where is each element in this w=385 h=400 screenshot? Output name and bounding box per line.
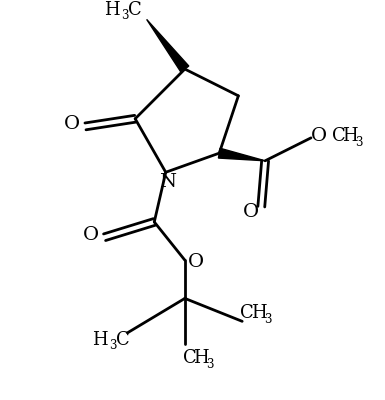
Text: O: O (243, 203, 259, 221)
Text: O: O (83, 226, 99, 244)
Text: O: O (311, 127, 328, 145)
Text: 3: 3 (109, 339, 116, 352)
Text: C: C (331, 127, 345, 145)
Text: O: O (64, 116, 80, 134)
Text: 3: 3 (264, 313, 271, 326)
Text: C: C (240, 304, 254, 322)
Text: C: C (183, 349, 197, 367)
Text: C: C (127, 1, 141, 19)
Text: 3: 3 (121, 9, 129, 22)
Text: H: H (194, 349, 209, 367)
Text: O: O (188, 253, 204, 271)
Text: H: H (342, 127, 358, 145)
Text: C: C (116, 331, 129, 349)
Text: H: H (92, 331, 108, 349)
Text: H: H (251, 304, 266, 322)
Text: H: H (104, 1, 120, 19)
Text: 3: 3 (206, 358, 214, 371)
Text: 3: 3 (355, 136, 363, 149)
Polygon shape (218, 148, 265, 161)
Text: N: N (159, 173, 176, 191)
Polygon shape (147, 19, 189, 72)
